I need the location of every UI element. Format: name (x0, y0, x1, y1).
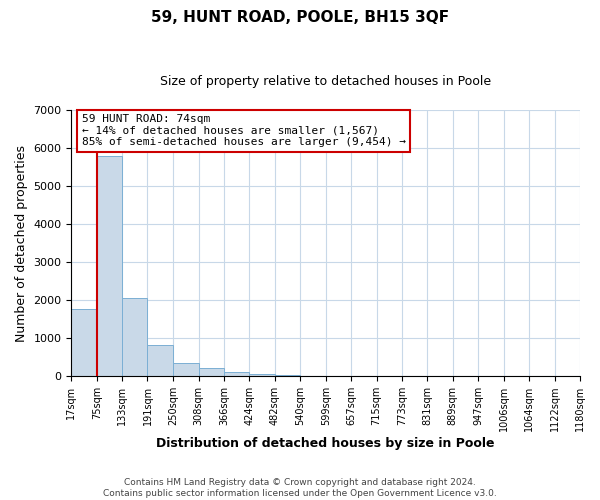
Bar (173, 362, 199, 376)
Text: Contains HM Land Registry data © Crown copyright and database right 2024.
Contai: Contains HM Land Registry data © Crown c… (103, 478, 497, 498)
Bar (224, 372, 250, 376)
X-axis label: Distribution of detached houses by size in Poole: Distribution of detached houses by size … (157, 437, 495, 450)
Title: Size of property relative to detached houses in Poole: Size of property relative to detached ho… (160, 75, 491, 88)
Bar (97, 156, 122, 376)
Bar (148, 346, 173, 376)
Bar (122, 298, 148, 376)
Text: 59, HUNT ROAD, POOLE, BH15 3QF: 59, HUNT ROAD, POOLE, BH15 3QF (151, 10, 449, 25)
Bar (199, 368, 224, 376)
Bar (275, 375, 300, 376)
Bar (71, 310, 97, 376)
Text: 59 HUNT ROAD: 74sqm
← 14% of detached houses are smaller (1,567)
85% of semi-det: 59 HUNT ROAD: 74sqm ← 14% of detached ho… (82, 114, 406, 147)
Y-axis label: Number of detached properties: Number of detached properties (15, 144, 28, 342)
Bar (250, 374, 275, 376)
